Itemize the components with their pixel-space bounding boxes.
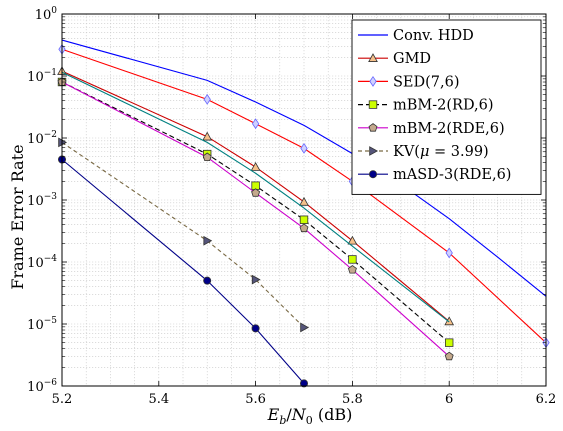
legend-label: mBM-2(RDE,6) [393,121,505,137]
x-tick-label: 6 [445,392,453,407]
legend-label: mBM-2(RD,6) [393,98,494,114]
data-point [347,265,357,274]
x-tick-label: 5.8 [342,392,363,407]
y-tick-label: 10−4 [27,254,57,271]
y-tick-label: 10−1 [27,68,57,85]
series-line [61,81,450,344]
data-point [251,324,260,333]
y-axis-label: Frame Error Rate [8,144,27,289]
data-point [299,196,309,206]
axis-ticks: 5.2 5.4 5.6 5.8 6 6.2 100 10−1 10−2 10−3 10−4 10−5 1… [27,6,556,407]
legend-marker [368,123,378,132]
x-tick-label: 5.4 [148,392,169,407]
data-point [251,188,261,197]
legend-marker [369,146,379,156]
data-point [444,351,454,361]
data-point [203,235,213,246]
legend: Conv. HDD GMD SED(7,6) mBM-2(RD,6) mBM-2(RDE… [351,19,542,195]
legend-entry: Conv. HDD [358,28,474,44]
data-point [348,255,357,264]
series-line [61,71,450,323]
series-line [61,81,450,357]
legend-entry: mBM-2(RD,6) [358,98,494,114]
x-axis-label: Eb/N0 (dB) [267,405,353,427]
y-tick-label: 100 [35,6,58,23]
data-point [202,131,213,141]
data-point [250,162,261,171]
x-tick-label: 6.2 [536,392,557,407]
x-tick-label: 5.2 [52,392,73,407]
y-tick-label: 10−5 [27,316,57,333]
legend-entry: GMD [358,51,431,67]
data-point [347,235,358,245]
data-point [299,223,309,233]
legend-label: GMD [393,51,431,67]
data-point [300,142,308,154]
legend-entry: KV(μ = 3.99) [358,144,489,160]
legend-entry: SED(7,6) [358,74,460,90]
series-line [61,159,305,384]
legend-marker [368,100,378,109]
legend-marker [368,53,378,62]
y-tick-label: 10−6 [27,378,57,395]
x-tick-label: 5.6 [245,392,266,407]
data-point [202,152,212,162]
data-point [251,274,261,285]
legend-marker [369,75,377,87]
legend-label: mASD-3(RDE,6) [393,167,511,183]
data-point [203,276,212,285]
legend-label: KV(μ = 3.99) [393,144,489,160]
legend-entry: mASD-3(RDE,6) [358,167,511,183]
series-6 [58,155,308,388]
series-7 [61,71,450,323]
data-point [299,215,309,224]
data-point [203,93,211,105]
data-point [299,379,308,388]
data-point [444,316,455,326]
series-line [61,141,305,328]
series-4 [57,77,454,361]
series-5 [58,137,310,333]
legend-entry: mBM-2(RDE,6) [358,121,505,137]
data-point [444,338,454,347]
legend-marker [368,170,377,179]
legend-box [351,19,542,195]
y-tick-label: 10−2 [27,130,57,147]
y-tick-label: 10−3 [27,192,57,209]
data-point [251,118,260,130]
data-point [445,247,453,259]
legend-label: SED(7,6) [393,74,460,90]
series-line [61,70,450,322]
data-point [300,322,310,333]
legend-label: Conv. HDD [393,28,474,44]
